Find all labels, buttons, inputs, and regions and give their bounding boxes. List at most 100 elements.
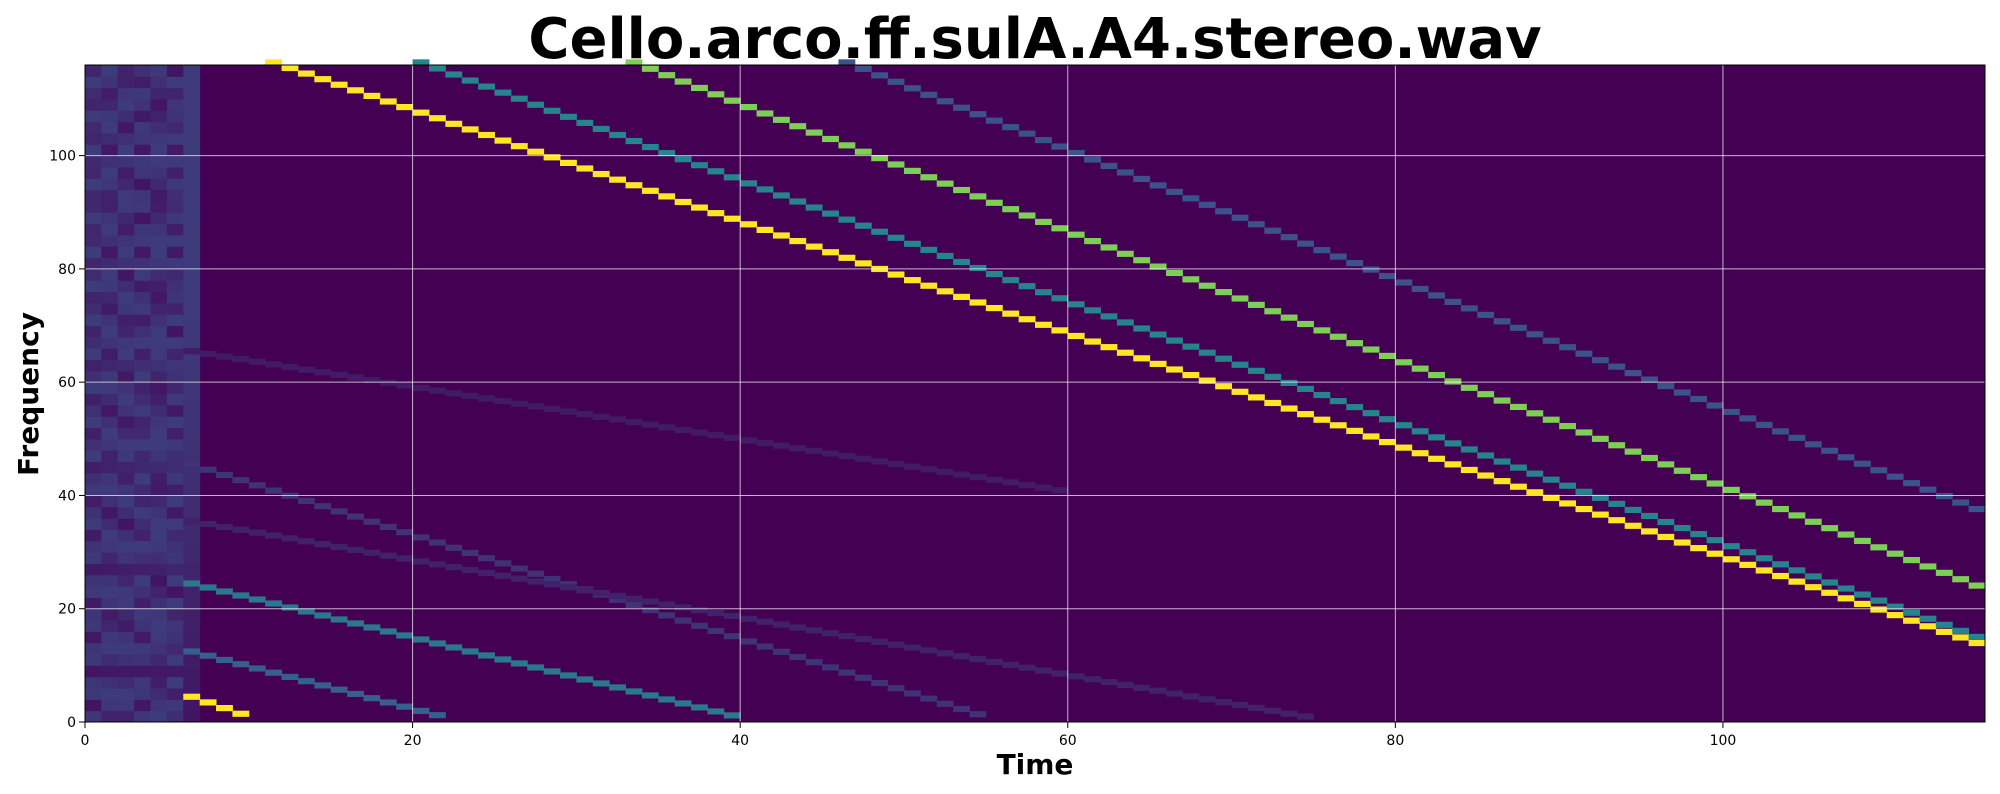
onset-cell bbox=[183, 302, 201, 315]
spectrogram-cell bbox=[1444, 461, 1462, 468]
spectrogram-cell bbox=[478, 131, 495, 139]
spectrogram-cell bbox=[510, 400, 528, 407]
onset-cell bbox=[183, 529, 201, 542]
spectrogram-cell bbox=[1346, 427, 1364, 434]
onset-cell bbox=[183, 710, 201, 723]
spectrogram-cell bbox=[1641, 376, 1658, 383]
onset-cell bbox=[183, 427, 201, 440]
spectrogram-cell bbox=[1722, 486, 1740, 493]
spectrogram-cell bbox=[920, 647, 938, 654]
onset-cell bbox=[101, 246, 119, 259]
onset-cell bbox=[101, 359, 119, 372]
spectrogram-cell bbox=[1804, 573, 1822, 580]
spectrogram-cell bbox=[1673, 539, 1691, 546]
spectrogram-cell bbox=[1510, 483, 1527, 490]
spectrogram-cell bbox=[1002, 661, 1020, 668]
spectrogram-cell bbox=[1166, 188, 1183, 195]
onset-cell bbox=[150, 518, 168, 530]
onset-cell bbox=[117, 597, 135, 610]
onset-cell bbox=[166, 314, 184, 327]
spectrogram-cell bbox=[183, 348, 201, 355]
spectrogram-cell bbox=[543, 107, 561, 114]
spectrogram-cell bbox=[1952, 576, 1970, 583]
onset-cell bbox=[101, 506, 119, 519]
spectrogram-cell bbox=[543, 581, 561, 588]
onset-cell bbox=[134, 132, 152, 145]
spectrogram-cell bbox=[1722, 408, 1740, 416]
spectrogram-cell bbox=[1378, 438, 1396, 446]
spectrogram-cell bbox=[609, 131, 627, 139]
spectrogram-cell bbox=[461, 566, 479, 574]
onset-cell bbox=[134, 76, 152, 89]
onset-cell bbox=[183, 552, 201, 564]
spectrogram-cell bbox=[1706, 550, 1724, 557]
onset-cell bbox=[101, 257, 119, 270]
onset-cell bbox=[134, 540, 152, 553]
spectrogram-cell bbox=[494, 560, 512, 567]
spectrogram-cell bbox=[199, 350, 217, 357]
spectrogram-cell bbox=[1362, 266, 1380, 273]
onset-cell bbox=[134, 189, 152, 202]
spectrogram-cell bbox=[822, 135, 839, 143]
onset-cell bbox=[150, 654, 168, 666]
onset-cell bbox=[183, 65, 201, 77]
spectrogram-cell bbox=[723, 215, 741, 222]
onset-cell bbox=[134, 291, 152, 304]
spectrogram-cell bbox=[1182, 371, 1200, 379]
onset-cell bbox=[85, 302, 102, 315]
spectrogram-cell bbox=[396, 703, 414, 710]
spectrogram-cell bbox=[1035, 137, 1052, 144]
onset-cell bbox=[101, 484, 119, 496]
spectrogram-cell bbox=[936, 180, 954, 187]
onset-cell bbox=[117, 144, 135, 157]
spectrogram-cell bbox=[887, 234, 905, 241]
spectrogram-cell bbox=[1657, 461, 1675, 468]
spectrogram-cell bbox=[887, 161, 905, 168]
spectrogram-cell bbox=[1788, 567, 1806, 574]
onset-cell bbox=[183, 121, 201, 134]
spectrogram-cell bbox=[1624, 522, 1642, 529]
onset-cell bbox=[85, 87, 102, 100]
spectrogram-cell bbox=[428, 115, 446, 122]
spectrogram-cell bbox=[428, 712, 446, 719]
spectrogram-cell bbox=[805, 243, 823, 250]
spectrogram-cell bbox=[903, 463, 921, 470]
spectrogram-cell bbox=[412, 59, 430, 66]
onset-cell bbox=[166, 280, 184, 293]
onset-cell bbox=[166, 484, 184, 496]
spectrogram-cell bbox=[1002, 206, 1020, 213]
onset-cell bbox=[183, 212, 201, 225]
onset-cell bbox=[134, 518, 152, 530]
x-tick-label: 100 bbox=[1710, 733, 1737, 749]
onset-cell bbox=[117, 518, 135, 530]
spectrogram-cell bbox=[969, 474, 987, 481]
spectrogram-cell bbox=[445, 71, 463, 78]
spectrogram-cell bbox=[674, 617, 692, 624]
spectrogram-cell bbox=[1346, 404, 1364, 411]
onset-cell bbox=[85, 314, 102, 327]
spectrogram-cell bbox=[1264, 707, 1282, 714]
spectrogram-cell bbox=[510, 660, 528, 667]
onset-cell bbox=[117, 540, 135, 553]
spectrogram-cell bbox=[805, 204, 823, 211]
spectrogram-cell bbox=[1591, 511, 1609, 518]
spectrogram-cell bbox=[674, 156, 692, 163]
spectrogram-cell bbox=[183, 461, 201, 468]
spectrogram-cell bbox=[674, 700, 692, 707]
spectrogram-cell bbox=[1313, 327, 1331, 334]
spectrogram-cell bbox=[1526, 489, 1544, 496]
onset-cell bbox=[150, 552, 168, 564]
onset-cell bbox=[117, 461, 135, 474]
onset-cell bbox=[117, 223, 135, 236]
onset-cell bbox=[134, 597, 152, 610]
spectrogram-cell bbox=[691, 162, 708, 169]
spectrogram-cell bbox=[199, 520, 217, 528]
spectrogram-cell bbox=[396, 103, 414, 111]
spectrogram-cell bbox=[297, 366, 315, 373]
onset-cell bbox=[101, 518, 119, 530]
onset-cell bbox=[183, 472, 201, 485]
spectrogram-cell bbox=[805, 659, 823, 666]
spectrogram-cell bbox=[265, 532, 283, 539]
onset-cell bbox=[101, 200, 119, 213]
spectrogram-cell bbox=[641, 143, 659, 151]
